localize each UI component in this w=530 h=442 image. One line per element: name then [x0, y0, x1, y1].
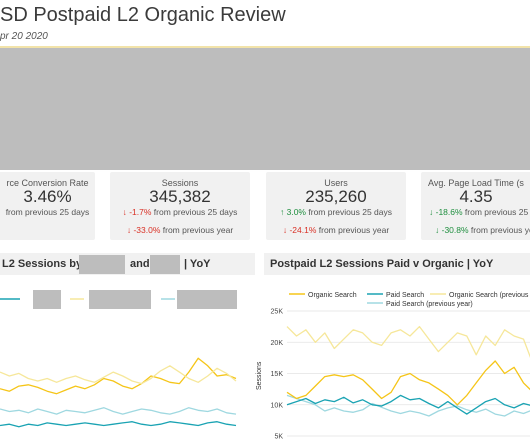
legend-label-paid: Paid Search	[386, 292, 424, 299]
kpi-value: 345,382	[149, 187, 211, 206]
legend-label-organic: Organic Search	[308, 292, 357, 299]
redacted-legend-label	[89, 290, 151, 309]
right-chart-grid: 25K 20K 15K 10K 5K	[271, 309, 530, 441]
series-line	[0, 407, 237, 415]
date-range: pr 20 2020	[0, 31, 48, 42]
kpi-comparison-25-days: ↓ -18.6% from previous 25	[429, 207, 529, 217]
left-panel-header: L2 Sessions by and | YoY	[0, 253, 255, 275]
kpi-card-page-load: Avg. Page Load Time (s 4.35 ↓ -18.6% fro…	[421, 172, 530, 240]
kpi-label: rce Conversion Rate	[6, 178, 89, 188]
kpi-card-sessions: Sessions 345,382 ↓ -1.7% from previous 2…	[110, 172, 250, 240]
redacted-legend-label	[177, 290, 237, 309]
kpi-card-conversion-rate: rce Conversion Rate 3.46% from previous …	[0, 172, 95, 240]
paid-vs-organic-chart: Organic Search Paid Search Organic Searc…	[256, 292, 530, 441]
legend-label-paid-prev: Paid Search (previous year)	[386, 301, 473, 308]
redacted-label	[150, 255, 180, 274]
right-chart-lines	[286, 325, 530, 417]
report-title: SD Postpaid L2 Organic Review	[0, 4, 286, 26]
y-tick-label: 10K	[271, 402, 284, 409]
kpi-card-users: Users 235,260 ↑ 3.0% from previous 25 da…	[266, 172, 406, 240]
left-sessions-chart	[0, 290, 237, 428]
kpi-label: Users	[324, 178, 348, 188]
redacted-legend-label	[33, 290, 61, 309]
series-line	[286, 394, 530, 417]
redacted-hero-image	[0, 46, 530, 170]
y-axis-label: Sessions	[256, 361, 263, 390]
right-chart-legend: Organic Search Paid Search Organic Searc…	[289, 292, 529, 308]
series-line	[0, 365, 237, 385]
y-tick-label: 15K	[271, 371, 284, 378]
kpi-comparison-25-days: ↓ -1.7% from previous 25 days	[122, 207, 238, 217]
y-tick-label: 20K	[271, 340, 284, 347]
y-tick-label: 5K	[274, 434, 283, 441]
series-line	[0, 421, 237, 428]
kpi-label: Sessions	[161, 178, 199, 188]
series-line	[0, 357, 237, 395]
left-chart-legend	[0, 290, 237, 309]
legend-label-organic-prev: Organic Search (previous	[449, 292, 529, 299]
series-line	[286, 394, 530, 415]
left-chart-lines	[0, 357, 237, 428]
kpi-comparison-year: ↓ -30.8% from previous ye	[435, 225, 530, 235]
redacted-label	[79, 255, 125, 274]
series-line	[286, 360, 530, 406]
y-tick-label: 25K	[271, 309, 284, 316]
kpi-comparison-year: ↓ -33.0% from previous year	[126, 225, 234, 235]
kpi-value: 4.35	[459, 187, 493, 206]
kpi-label: Avg. Page Load Time (s	[428, 178, 524, 188]
kpi-value: 3.46%	[23, 187, 72, 206]
kpi-comparison-25-days: from previous 25 days	[5, 207, 90, 217]
right-panel-header: Postpaid L2 Sessions Paid v Organic | Yo…	[264, 253, 530, 275]
kpi-comparison-year: ↓ -24.1% from previous year	[282, 225, 390, 235]
kpi-value: 235,260	[305, 187, 367, 206]
kpi-comparison-25-days: ↑ 3.0% from previous 25 days	[280, 207, 392, 217]
series-line	[286, 325, 530, 359]
